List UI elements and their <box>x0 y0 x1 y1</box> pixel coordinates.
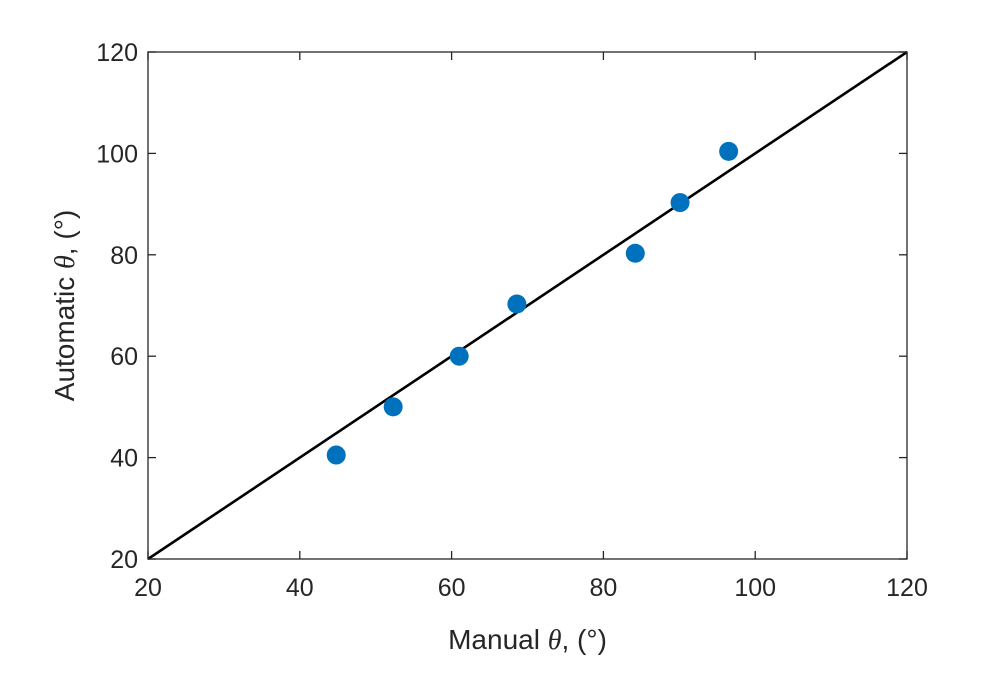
y-tick-label-6: 120 <box>96 39 138 67</box>
data-point-2 <box>383 397 403 417</box>
data-point-5 <box>625 243 645 263</box>
x-tick-label-1: 20 <box>134 574 162 602</box>
y-tick-label-1: 20 <box>110 546 138 574</box>
identity-line <box>147 50 908 561</box>
data-points <box>326 141 739 465</box>
identity-line-layer <box>147 50 908 561</box>
y-tick-label-3: 60 <box>110 343 138 371</box>
x-tick-label-6: 120 <box>886 574 928 602</box>
axis-ticks: 20 40 60 80 100 120 20 40 60 80 100 120 <box>96 39 928 602</box>
y-tick-label-2: 40 <box>110 445 138 473</box>
x-axis-label: Manual θ, (°) <box>448 624 607 656</box>
y-axis-label: Automatic θ, (°) <box>49 210 81 401</box>
y-tick-label-5: 100 <box>96 140 138 168</box>
x-tick-label-2: 40 <box>286 574 314 602</box>
data-point-7 <box>719 141 739 161</box>
data-point-6 <box>670 193 690 213</box>
x-tick-label-3: 60 <box>438 574 466 602</box>
data-point-3 <box>449 346 469 366</box>
axes-box <box>147 51 908 560</box>
data-point-1 <box>326 445 346 465</box>
y-tick-label-4: 80 <box>110 242 138 270</box>
x-tick-label-4: 80 <box>589 574 617 602</box>
data-point-4 <box>507 294 527 314</box>
x-tick-label-5: 100 <box>734 574 776 602</box>
